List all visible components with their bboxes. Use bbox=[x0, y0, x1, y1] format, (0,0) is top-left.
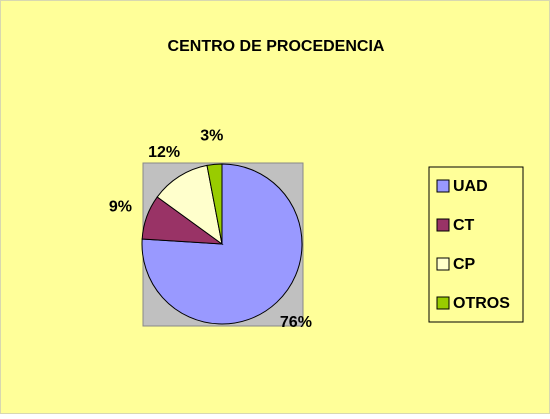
legend-label: UAD bbox=[453, 178, 488, 195]
data-label: 76% bbox=[280, 314, 312, 331]
legend-label: CT bbox=[453, 217, 475, 234]
legend bbox=[428, 166, 524, 323]
data-label: 9% bbox=[109, 199, 132, 216]
pie-slice bbox=[156, 164, 223, 246]
pie-slice bbox=[206, 163, 223, 245]
chart-title: CENTRO DE PROCEDENCIA bbox=[168, 38, 385, 55]
legend-swatch bbox=[436, 218, 450, 232]
legend-swatch bbox=[436, 257, 450, 271]
legend-label: OTROS bbox=[453, 295, 510, 312]
data-label: 3% bbox=[200, 128, 223, 145]
legend-label: CP bbox=[453, 256, 476, 273]
legend-swatch bbox=[436, 179, 450, 193]
data-label: 12% bbox=[148, 144, 180, 161]
legend-swatch bbox=[436, 296, 450, 310]
